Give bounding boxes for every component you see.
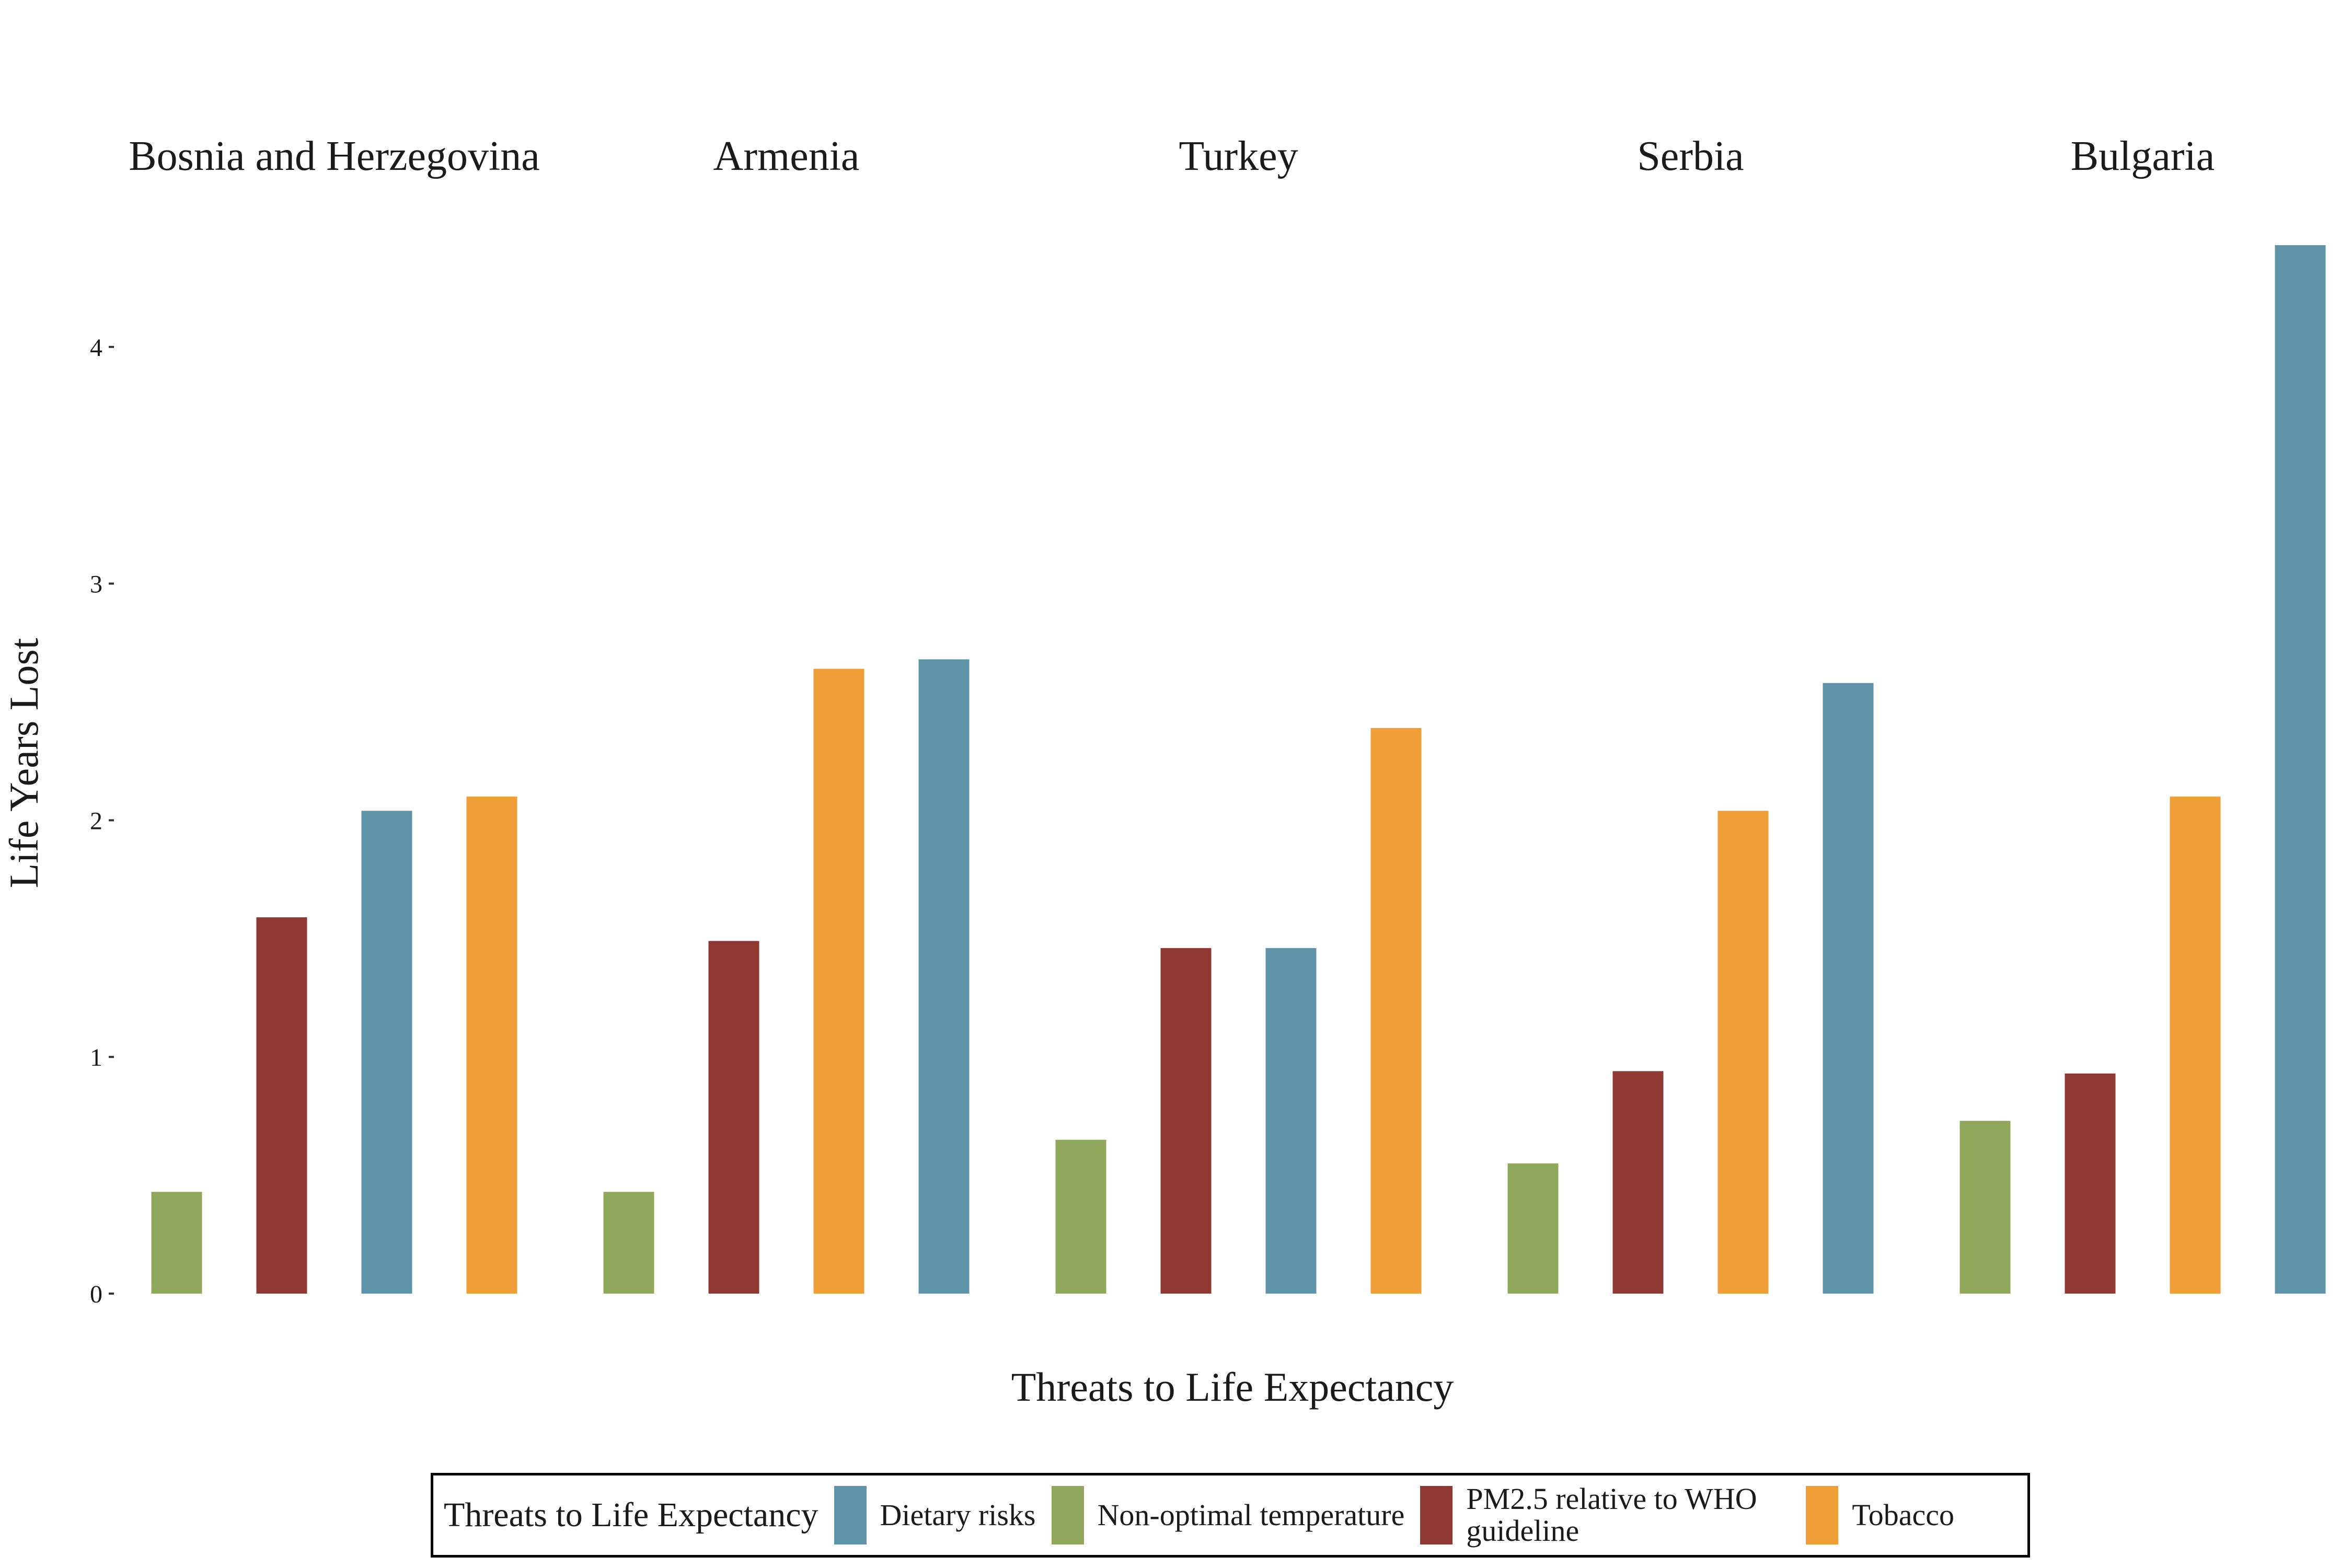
bar (256, 917, 307, 1294)
bar (1370, 728, 1422, 1294)
legend-label: Dietary risks (880, 1497, 1036, 1532)
bar (361, 811, 412, 1294)
bar (1823, 683, 1874, 1294)
bar (151, 1192, 202, 1294)
legend-key (834, 1486, 867, 1544)
bar (1717, 811, 1769, 1294)
bar (466, 797, 517, 1294)
legend-item-tobacco: Tobacco (1806, 1486, 1954, 1544)
y-tick-label: 3 (90, 571, 102, 598)
bar (2065, 1073, 2116, 1294)
y-tick-label: 4 (90, 334, 102, 362)
legend-key (1051, 1486, 1084, 1544)
y-axis: 0 1 2 3 4 (90, 334, 114, 1308)
bar (603, 1192, 654, 1294)
bar (708, 941, 759, 1294)
y-axis-label: Life Years Lost (1, 638, 47, 888)
bar (1612, 1071, 1664, 1294)
facet-title: Armenia (713, 133, 860, 179)
facet-title: Bosnia and Herzegovina (129, 133, 539, 179)
bar (813, 668, 864, 1294)
bar (1959, 1121, 2011, 1294)
bar (1265, 948, 1317, 1294)
legend-label: Tobacco (1852, 1497, 1954, 1532)
bar (1507, 1163, 1559, 1294)
y-tick-label: 1 (90, 1044, 102, 1071)
y-tick-label: 2 (90, 807, 102, 835)
legend: Threats to Life Expectancy Dietary risks… (431, 1473, 2030, 1558)
legend-item-non-optimal-temperature: Non-optimal temperature (1051, 1486, 1405, 1544)
bar (918, 659, 970, 1294)
legend-label: Non-optimal temperature (1097, 1497, 1405, 1532)
legend-item-pm25: PM2.5 relative to WHO guideline (1420, 1483, 1790, 1547)
legend-title: Threats to Life Expectancy (444, 1496, 818, 1534)
facet-titles: Bosnia and Herzegovina Armenia Turkey Serbi… (129, 133, 2215, 179)
bar (2275, 245, 2326, 1294)
y-tick-label: 0 (90, 1281, 102, 1308)
legend-label: PM2.5 relative to WHO guideline (1466, 1482, 1757, 1548)
legend-key (1806, 1486, 1839, 1544)
facet-title: Bulgaria (2071, 133, 2215, 179)
bar (2170, 797, 2221, 1294)
facet-title: Serbia (1637, 133, 1744, 179)
legend-key (1420, 1486, 1453, 1544)
bar (1160, 948, 1212, 1294)
legend-item-dietary-risks: Dietary risks (834, 1486, 1036, 1544)
bar (1055, 1139, 1106, 1294)
x-axis-label: Threats to Life Expectancy (1011, 1364, 1454, 1410)
facet-title: Turkey (1179, 133, 1298, 179)
bars (151, 245, 2326, 1294)
